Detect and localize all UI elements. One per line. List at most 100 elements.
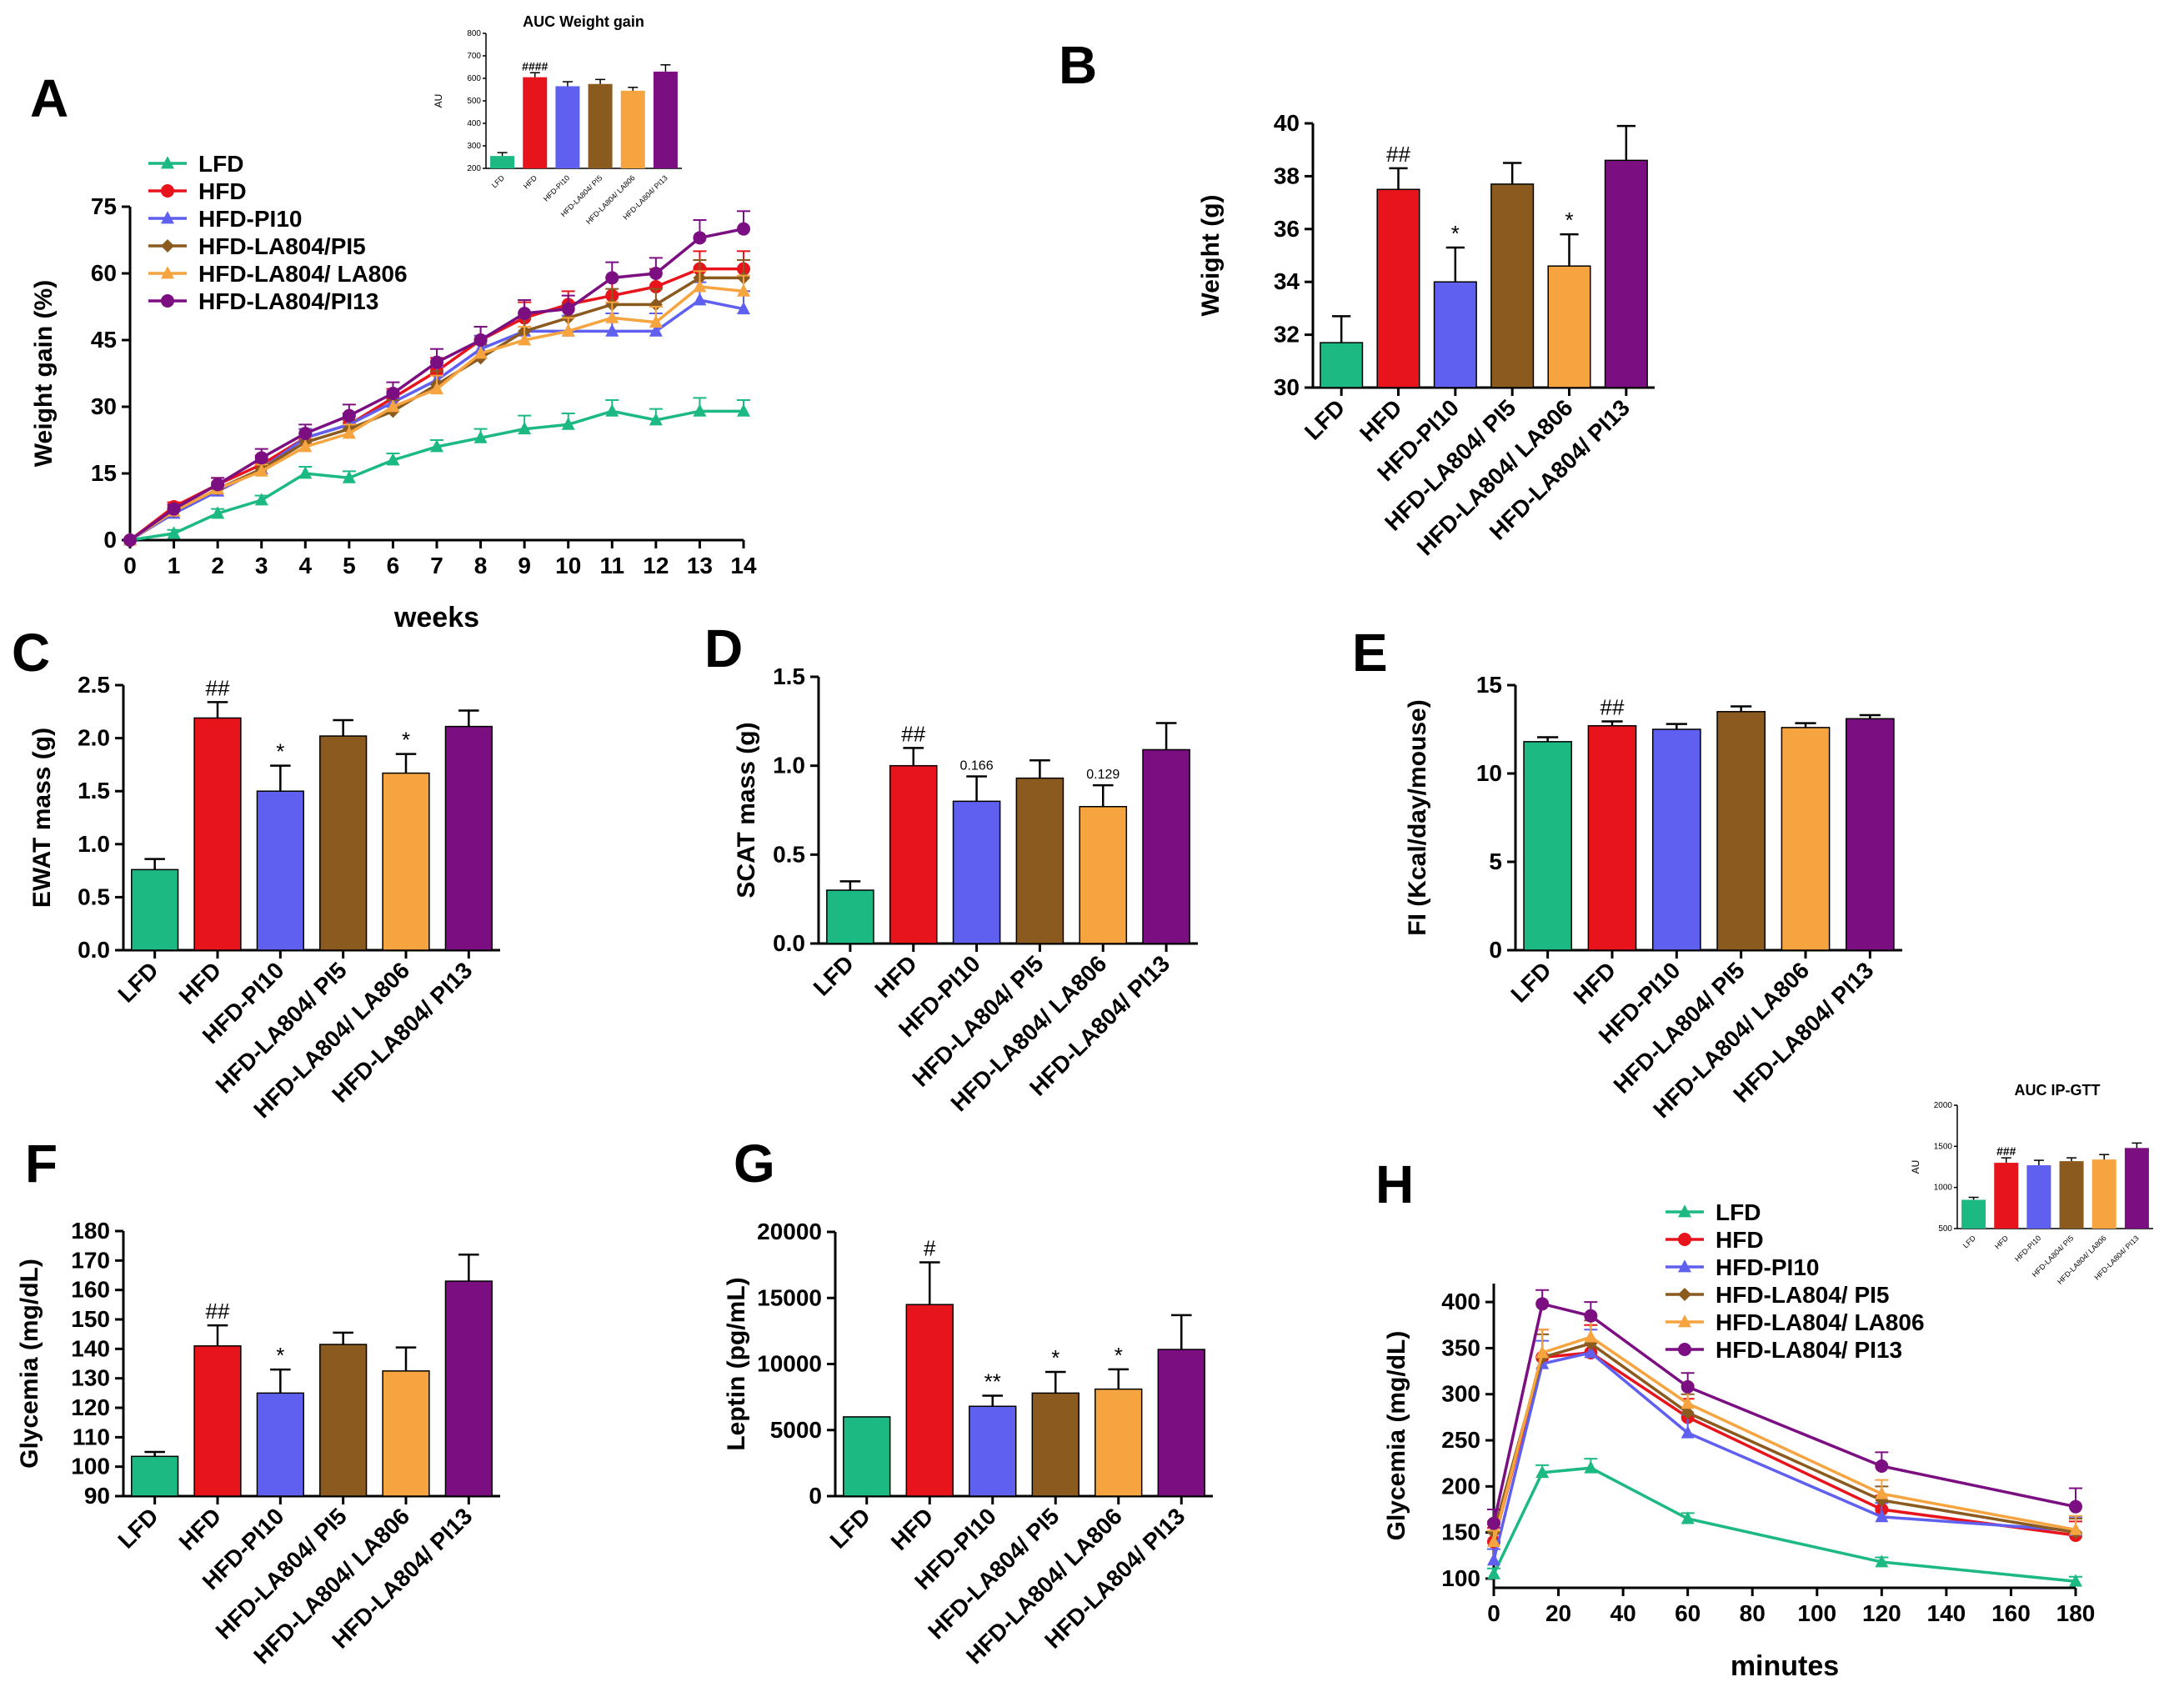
y-axis-label: Weight gain (%)	[30, 280, 58, 467]
x-tick-label: 1	[168, 553, 181, 578]
legend-label: HFD-LA804/PI13	[198, 288, 378, 314]
legend-item: HFD-LA804/PI5	[148, 233, 366, 259]
x-tick-label: 12	[643, 553, 669, 578]
y-tick-label: 0.0	[773, 930, 805, 956]
inset-bar-HFD-PI10	[555, 86, 580, 168]
legend-item: HFD-PI10	[148, 206, 302, 232]
bar-HFD-LA804/ PI13	[1604, 159, 1648, 388]
significance-mark: *	[276, 739, 284, 764]
panel-D-letter: D	[704, 618, 743, 678]
inset-y-tick-label: 700	[467, 52, 481, 61]
data-point	[1584, 1345, 1598, 1359]
data-point	[342, 408, 356, 423]
x-tick-label: 10	[555, 553, 581, 578]
y-tick-label: 110	[73, 1424, 110, 1449]
panel-A-inset-chart: AUC Weight gain 200 300 400 500 600 700 800 AU LF…	[433, 13, 682, 226]
panel-F-letter: F	[25, 1134, 58, 1194]
bar-HFD-LA804/ PI13	[1142, 748, 1190, 944]
y-tick-label: 20000	[757, 1219, 822, 1244]
inset-title: AUC IP-GTT	[2015, 1082, 2101, 1099]
inset-category-label: HFD	[522, 173, 539, 191]
y-tick-label: 10	[1476, 760, 1502, 786]
data-point	[737, 283, 750, 297]
y-tick-label: 75	[91, 193, 117, 219]
data-point	[518, 333, 532, 346]
y-tick-label: 90	[84, 1483, 110, 1509]
legend-item: LFD	[148, 151, 243, 177]
y-tick-label: 15000	[757, 1284, 822, 1310]
y-tick-label: 2.0	[78, 725, 110, 751]
data-point	[1875, 1486, 1889, 1499]
panel-H-letter: H	[1375, 1154, 1414, 1214]
data-point	[1875, 1554, 1889, 1568]
significance-mark: 0.166	[960, 758, 994, 773]
series-line	[1492, 1341, 2076, 1534]
significance-mark: ##	[206, 1299, 230, 1324]
significance-mark: 0.129	[1086, 768, 1120, 782]
series-HFD-LA804/ LA806	[1487, 1313, 2082, 1548]
x-tick-label: 20	[1545, 1600, 1571, 1626]
data-point	[161, 266, 174, 279]
bar-HFD	[905, 1304, 954, 1497]
series-line	[1492, 1302, 2076, 1524]
x-axis-label: minutes	[1731, 1650, 1839, 1682]
bar-LFD	[843, 1416, 891, 1497]
data-point	[342, 426, 356, 439]
x-tick-label: 0	[123, 553, 137, 578]
inset-y-tick-label: 1500	[1934, 1142, 1953, 1151]
data-point	[605, 310, 619, 323]
data-point	[298, 427, 313, 440]
series-LFD	[123, 397, 750, 546]
category-label: LFD	[1300, 394, 1350, 444]
category-label: LFD	[825, 1503, 875, 1553]
bar-HFD-LA804/ PI13	[444, 725, 493, 951]
y-tick-label: 350	[1441, 1334, 1480, 1360]
data-point	[430, 381, 443, 395]
bar-LFD	[1320, 342, 1364, 388]
data-point	[605, 323, 619, 337]
y-tick-label: 300	[1441, 1381, 1480, 1407]
inset-bar-HFD-PI10	[2026, 1165, 2051, 1229]
y-tick-label: 5000	[770, 1417, 822, 1443]
data-point	[161, 211, 174, 224]
legend-item: HFD	[1666, 1227, 1764, 1253]
y-tick-label: 15	[91, 460, 117, 486]
y-tick-label: 15	[1476, 672, 1502, 698]
category-label: HFD	[1355, 394, 1407, 447]
y-tick-label: 0.5	[773, 841, 805, 867]
data-point	[161, 239, 174, 253]
panel-B-letter: B	[1059, 35, 1097, 95]
bar-LFD	[826, 889, 874, 944]
y-tick-label: 140	[71, 1335, 110, 1361]
inset-y-tick-label: 200	[467, 164, 481, 173]
significance-mark: *	[276, 1343, 284, 1368]
y-tick-label: 130	[71, 1365, 110, 1391]
y-tick-label: 38	[1274, 163, 1300, 188]
inset-bar-LFD	[490, 156, 515, 168]
inset-y-tick-label: 500	[1938, 1224, 1952, 1234]
inset-y-tick-label: 1000	[1934, 1184, 1953, 1193]
data-point	[1681, 1379, 1695, 1394]
data-point	[1678, 1204, 1691, 1218]
legend-label: LFD	[1716, 1199, 1761, 1225]
inset-bar-HFD-LA804/ LA806	[620, 90, 645, 168]
y-axis-label: Glycemia (mg/dL)	[16, 1259, 43, 1469]
y-tick-label: 40	[1274, 110, 1300, 136]
y-tick-label: 0	[103, 527, 117, 553]
y-tick-label: 400	[1441, 1289, 1480, 1314]
bar-HFD-LA804/ LA806	[1547, 265, 1591, 388]
data-point	[1678, 1343, 1691, 1356]
data-point	[1681, 1405, 1695, 1419]
y-tick-label: 250	[1441, 1427, 1480, 1453]
data-point	[254, 493, 268, 506]
x-tick-label: 3	[255, 553, 268, 578]
data-point	[737, 222, 750, 236]
panel-H-line-chart: 100 150 200 250 300 350 400 Glycemia (mg/dL) 0 20…	[1383, 1199, 2095, 1682]
inset-bar-LFD	[1961, 1199, 1986, 1229]
category-label: LFD	[809, 950, 859, 1000]
data-point	[1487, 1553, 1500, 1566]
data-point	[2069, 1499, 2082, 1514]
